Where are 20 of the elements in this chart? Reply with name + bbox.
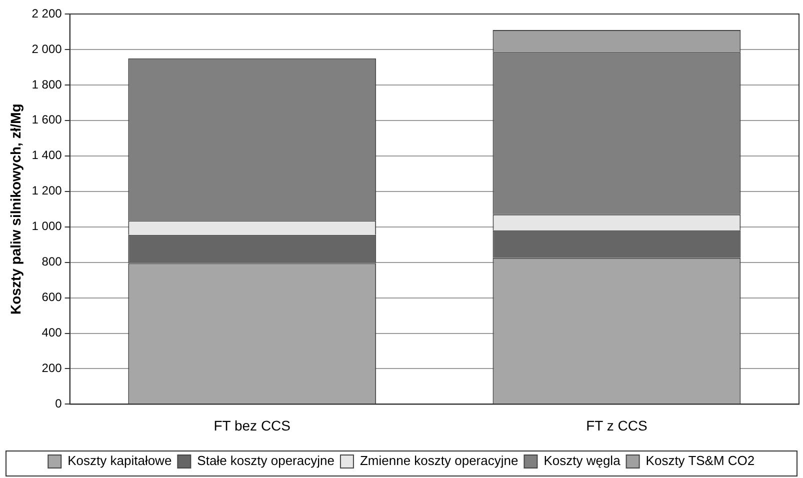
legend-label: Zmienne koszty operacyjne [360, 453, 518, 468]
y-tick-label: 1 400 [32, 148, 62, 162]
y-tick-label: 1 800 [32, 77, 62, 92]
y-tick-label: 2 200 [32, 6, 62, 20]
y-axis-title: Koszty paliw silnikowych, zł/Mg [7, 104, 24, 315]
y-tick-label: 1 200 [32, 184, 62, 198]
y-tick-label: 1 000 [32, 219, 62, 234]
y-tick-label: 2 000 [32, 42, 62, 56]
x-tick-label: FT z CCS [586, 417, 648, 434]
y-tick-label: 600 [42, 290, 62, 304]
legend-label: Stałe koszty operacyjne [197, 453, 334, 468]
y-tick-label: 400 [42, 326, 62, 340]
legend-label: Koszty TS&M CO2 [646, 453, 755, 468]
legend-label: Koszty węgla [544, 453, 622, 468]
x-tick-label: FT bez CCS [214, 417, 291, 434]
y-tick-label: 1 600 [32, 112, 62, 127]
y-tick-label: 800 [42, 254, 62, 269]
y-tick-label: 200 [42, 361, 62, 376]
legend-label: Koszty kapitałowe [68, 453, 172, 468]
y-tick-label: 0 [55, 396, 62, 411]
